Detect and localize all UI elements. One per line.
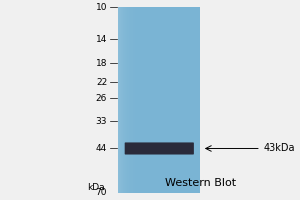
Bar (138, 7, 139, 193)
Bar (119, 7, 120, 193)
Text: 44: 44 (96, 144, 107, 153)
Text: kDa: kDa (87, 183, 105, 192)
Text: 43kDa: 43kDa (264, 143, 295, 153)
Bar (118, 7, 200, 193)
Text: 70: 70 (96, 188, 107, 197)
Bar (125, 7, 126, 193)
Text: 33: 33 (96, 117, 107, 126)
Bar (129, 7, 130, 193)
Text: 10: 10 (96, 3, 107, 12)
Text: Western Blot: Western Blot (165, 178, 236, 188)
Bar (131, 7, 133, 193)
Text: 22: 22 (96, 78, 107, 87)
Bar (135, 7, 136, 193)
Bar (120, 7, 121, 193)
Text: 18: 18 (96, 59, 107, 68)
FancyBboxPatch shape (125, 142, 194, 155)
Bar (136, 7, 138, 193)
Bar (124, 7, 125, 193)
Bar (121, 7, 122, 193)
Bar (126, 7, 128, 193)
Bar (130, 7, 131, 193)
Bar (123, 7, 124, 193)
Bar (118, 7, 119, 193)
Bar (122, 7, 123, 193)
Text: 26: 26 (96, 94, 107, 103)
Bar (134, 7, 135, 193)
Text: 14: 14 (96, 35, 107, 44)
Bar (133, 7, 134, 193)
Bar (128, 7, 129, 193)
